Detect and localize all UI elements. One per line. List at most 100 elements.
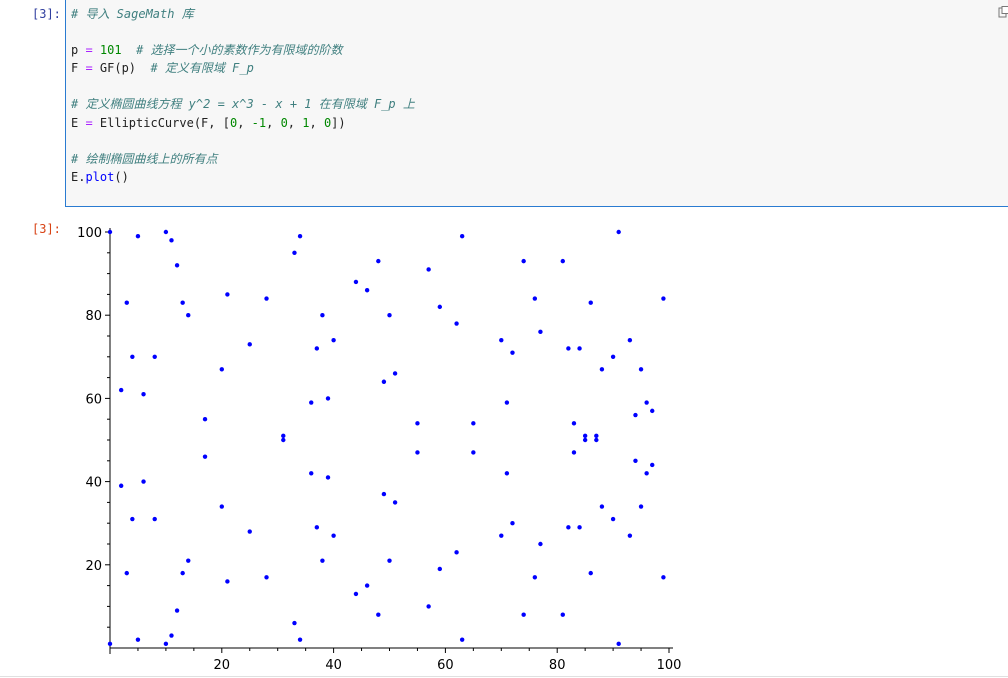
x-tick-label: 60	[437, 658, 454, 672]
curve-point	[633, 458, 638, 463]
code-token-comment: # 导入 SageMath 库	[71, 7, 194, 21]
curve-point	[186, 558, 191, 563]
curve-point	[610, 354, 616, 359]
curve-point	[571, 421, 577, 426]
curve-point	[325, 396, 331, 401]
curve-point	[588, 300, 593, 305]
code-line: p = 101 # 选择一个小的素数作为有限域的阶数	[71, 41, 415, 59]
code-line: # 导入 SageMath 库	[71, 5, 415, 23]
curve-point	[264, 575, 269, 580]
copy-icon[interactable]	[998, 6, 1008, 18]
curve-point	[471, 450, 476, 455]
curve-point	[292, 250, 297, 255]
curve-point	[297, 233, 303, 239]
code-line	[71, 77, 415, 95]
code-token-num: 0	[280, 115, 288, 130]
curve-point	[180, 300, 185, 305]
curve-point	[124, 570, 129, 576]
curve-point	[387, 313, 392, 318]
code-token: GF(p)	[92, 61, 151, 76]
curve-point	[202, 454, 208, 459]
code-line	[71, 23, 415, 41]
code-editor[interactable]: # 导入 SageMath 库 p = 101 # 选择一个小的素数作为有限域的阶…	[71, 5, 415, 186]
curve-point	[577, 346, 582, 351]
curve-point	[264, 296, 269, 301]
curve-point	[594, 433, 599, 439]
curve-point	[599, 504, 605, 509]
curve-point	[638, 504, 644, 509]
y-tick-label: 100	[77, 226, 102, 241]
curve-point	[353, 279, 359, 285]
curve-point	[118, 387, 124, 393]
code-token-num: 0	[323, 115, 332, 130]
x-tick-label: 80	[549, 658, 566, 672]
curve-point	[314, 346, 320, 351]
curve-point	[107, 641, 113, 647]
y-tick-label: 60	[85, 392, 102, 407]
curve-point	[627, 533, 633, 538]
code-line: F = GF(p) # 定义有限域 F_p	[71, 59, 415, 77]
curve-point	[560, 612, 565, 617]
code-token-fn: plot	[85, 169, 115, 184]
curve-point	[381, 379, 387, 384]
code-token: ,	[287, 115, 303, 130]
curve-point	[644, 471, 649, 476]
curve-point	[521, 612, 526, 617]
code-line: E = EllipticCurve(F, [0, -1, 0, 1, 0])	[71, 114, 415, 132]
code-input-area[interactable]	[65, 0, 1008, 207]
curve-point	[124, 300, 129, 305]
curve-point	[650, 408, 655, 414]
curve-point	[577, 525, 582, 530]
curve-point	[582, 433, 588, 439]
code-token-op: =	[85, 43, 93, 58]
curve-point	[504, 471, 510, 476]
y-tick-label: 80	[85, 309, 102, 324]
curve-point	[141, 479, 146, 484]
curve-point	[130, 516, 135, 522]
code-token	[122, 43, 136, 57]
curve-point	[454, 321, 459, 326]
code-token-num: 0	[229, 115, 238, 130]
curve-point	[376, 258, 381, 264]
code-token: ,	[309, 115, 324, 130]
curve-point	[387, 558, 392, 563]
output-prompt: [3]:	[32, 222, 61, 236]
code-token: p	[71, 43, 86, 58]
curve-point	[437, 566, 443, 572]
curve-point	[538, 541, 543, 547]
curve-point	[281, 437, 286, 443]
curve-point	[582, 437, 588, 443]
curve-point	[560, 258, 565, 264]
cell-divider	[0, 676, 1008, 677]
curve-point	[532, 296, 538, 301]
code-line	[71, 132, 415, 150]
curve-point	[364, 288, 370, 293]
curve-point	[599, 367, 605, 372]
curve-point	[331, 533, 336, 538]
curve-point	[225, 579, 230, 584]
curve-point	[364, 583, 370, 588]
x-tick-label: 40	[325, 658, 342, 672]
curve-point	[169, 238, 174, 243]
curve-point	[325, 475, 331, 480]
code-token-comment: # 定义椭圆曲线方程 y^2 = x^3 - x + 1 在有限域 F_p 上	[71, 97, 415, 112]
curve-point	[141, 392, 146, 397]
curve-point	[566, 525, 571, 530]
y-tick-label: 20	[85, 559, 102, 574]
curve-point	[471, 421, 476, 426]
curve-point	[594, 437, 599, 443]
curve-point	[309, 471, 314, 476]
curve-point	[107, 229, 113, 235]
curve-point	[309, 400, 314, 405]
code-line: E.plot()	[71, 168, 415, 186]
curve-point	[459, 233, 465, 239]
curve-point	[499, 337, 504, 343]
curve-point	[152, 354, 157, 359]
curve-point	[281, 433, 286, 439]
y-tick-label: 40	[85, 476, 102, 491]
curve-point	[174, 263, 180, 268]
curve-point	[616, 641, 621, 647]
curve-point	[202, 417, 208, 422]
code-token: F	[71, 61, 86, 76]
code-token: ])	[331, 115, 346, 130]
